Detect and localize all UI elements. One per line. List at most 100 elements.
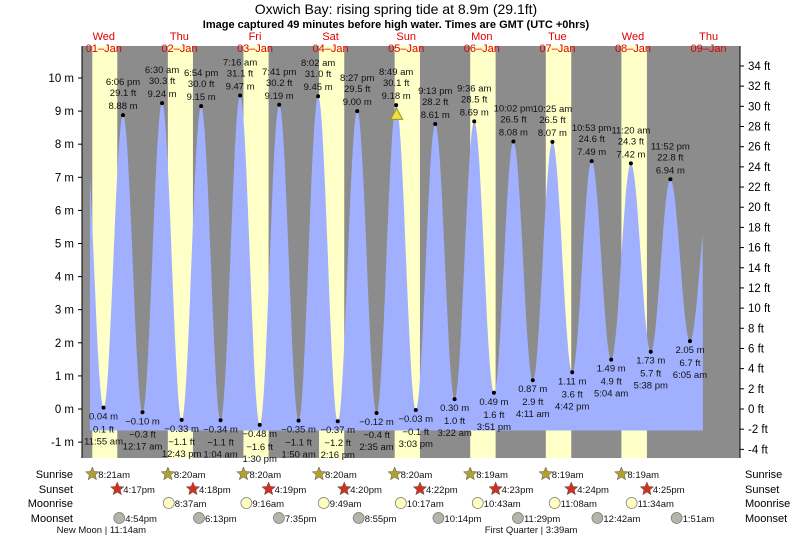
tide-time: 4:42 pm (555, 401, 589, 412)
low-tide-point (374, 410, 379, 415)
tide-height-ft: 31.0 ft (305, 69, 332, 80)
right-tick-label: 2 ft (748, 384, 765, 396)
tide-height-m: 8.08 m (499, 128, 528, 139)
low-tide-point (179, 417, 184, 422)
tide-height-m: 9.15 m (187, 92, 216, 103)
high-tide-point (511, 139, 516, 144)
tide-height-m: 9.45 m (304, 82, 333, 93)
sunset-time: 4:23pm (502, 485, 534, 496)
tide-height-m: 8.61 m (421, 110, 450, 121)
left-tick-label: 7 m (55, 172, 74, 184)
high-tide-point (628, 161, 633, 166)
sunset-icon (412, 481, 428, 496)
moonrise-time: 11:34am (638, 499, 674, 510)
tide-height-ft: 1.0 ft (444, 416, 465, 427)
low-tide-point (530, 378, 535, 383)
high-tide-point (550, 139, 555, 144)
moonrise-icon (548, 497, 561, 509)
right-tick-label: 6 ft (748, 343, 765, 355)
moon-phase-label: New Moon | 11:14am (57, 525, 147, 536)
day-name-label: Wed (93, 31, 115, 43)
moonrise-time: 10:17am (407, 499, 444, 510)
row-label-moonrise: Moonrise (28, 498, 73, 510)
moonrise-time: 9:49am (330, 499, 362, 510)
day-date-label: 04–Jan (313, 43, 349, 55)
right-tick-label: 22 ft (748, 182, 771, 194)
sunrise-time: 8:20am (325, 470, 357, 481)
low-tide-point (257, 422, 262, 427)
sunrise-icon (387, 466, 402, 481)
tide-height-ft: 30.1 ft (383, 78, 410, 89)
day-name-label: Mon (471, 31, 492, 43)
moonset-icon (432, 512, 445, 524)
tide-height-ft: 30.3 ft (149, 76, 176, 87)
tide-height-ft: −1.6 ft (246, 442, 273, 453)
right-tick-label: 34 ft (748, 61, 771, 73)
high-tide-point (160, 101, 165, 106)
moonrise-icon (471, 497, 484, 509)
sunset-icon (109, 481, 125, 496)
tide-time: 6:54 pm (184, 68, 218, 79)
moonrise-icon (394, 497, 407, 509)
high-tide-point (121, 113, 126, 118)
day-name-label: Sun (396, 31, 416, 43)
low-tide-point (101, 405, 106, 410)
tide-height-m: 9.47 m (226, 82, 255, 93)
sunrise-icon (614, 466, 629, 481)
tide-time: 11:55 am (84, 437, 123, 448)
tide-height-m: 0.87 m (518, 384, 547, 395)
high-tide-point (433, 122, 438, 127)
row-label-sunrise: Sunrise (36, 469, 73, 481)
sunrise-time: 8:19am (552, 470, 584, 481)
tide-time: 3:51 pm (477, 422, 511, 433)
sunset-time: 4:24pm (577, 485, 609, 496)
moonrise-icon (240, 497, 253, 509)
tide-height-ft: 24.6 ft (578, 134, 605, 145)
day-date-label: 05–Jan (388, 43, 424, 55)
tide-height-m: 7.42 m (616, 149, 645, 160)
moonset-icon (512, 512, 524, 524)
sunset-icon (488, 481, 503, 496)
sunrise-time: 8:20am (401, 470, 433, 481)
day-date-label: 02–Jan (161, 43, 197, 55)
chart-subtitle: Image captured 49 minutes before high wa… (203, 19, 590, 31)
moonrise-icon (162, 497, 175, 509)
moonrise-time: 11:08am (561, 499, 597, 510)
left-tick-label: 6 m (55, 205, 74, 217)
right-tick-label: 14 ft (748, 263, 771, 275)
moonset-time: 6:13pm (205, 514, 237, 525)
tide-height-ft: 6.7 ft (679, 358, 700, 369)
right-tick-label: 26 ft (748, 142, 771, 154)
tide-height-m: −0.12 m (359, 417, 394, 428)
tide-height-m: 8.69 m (460, 107, 489, 118)
moonset-time: 4:54pm (125, 514, 157, 525)
sunrise-icon (311, 466, 327, 481)
sunrise-time: 8:19am (476, 470, 508, 481)
left-tick-label: 0 m (55, 404, 74, 416)
day-name-label: Thu (699, 31, 718, 43)
sunset-time: 4:18pm (199, 485, 231, 496)
sunset-icon (563, 481, 579, 496)
tide-time: 12:43 pm (162, 449, 202, 460)
right-tick-label: 16 ft (748, 243, 771, 255)
high-tide-point (589, 159, 594, 164)
day-name-label: Wed (622, 31, 644, 43)
sunset-icon (261, 481, 276, 496)
tide-height-m: −0.33 m (164, 424, 199, 435)
day-date-label: 09–Jan (691, 43, 727, 55)
low-tide-point (335, 419, 340, 424)
right-tick-label: 0 ft (748, 404, 765, 416)
tide-height-m: 0.30 m (440, 403, 469, 414)
row-label-moonset: Moonset (31, 513, 73, 525)
tide-height-m: −0.48 m (242, 429, 277, 440)
chart-title: Oxwich Bay: rising spring tide at 8.9m (… (255, 1, 537, 17)
day-name-label: Tue (548, 31, 567, 43)
tide-time: 1:30 pm (243, 454, 277, 465)
left-tick-label: 4 m (55, 272, 74, 284)
tide-height-ft: −1.2 ft (324, 438, 351, 449)
sunset-time: 4:17pm (123, 485, 155, 496)
moon-phase-label: First Quarter | 3:39am (485, 525, 578, 536)
day-name-label: Thu (170, 31, 189, 43)
tide-height-ft: 5.7 ft (640, 369, 661, 380)
tide-time: 5:38 pm (634, 381, 668, 392)
